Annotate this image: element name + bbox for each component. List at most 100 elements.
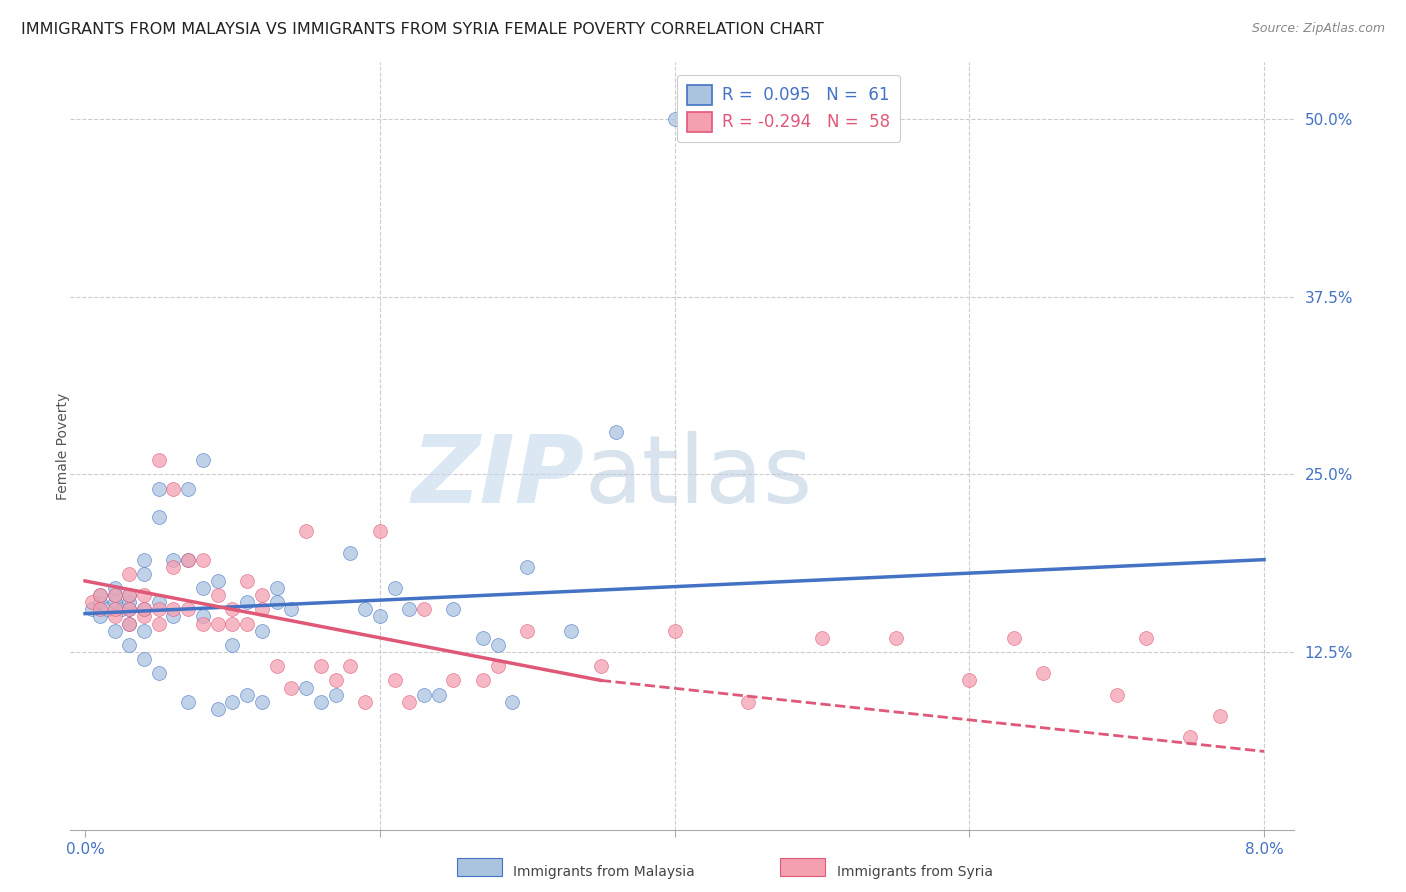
Point [207, 588, 229, 602]
Point [427, 688, 450, 702]
Point [162, 609, 184, 624]
Point [177, 552, 200, 566]
Point [162, 602, 184, 616]
Point [177, 552, 200, 566]
Point [89, 602, 111, 616]
Point [295, 681, 318, 695]
Point [368, 609, 391, 624]
Point [89, 588, 111, 602]
Point [118, 602, 141, 616]
Text: IMMIGRANTS FROM MALAYSIA VS IMMIGRANTS FROM SYRIA FEMALE POVERTY CORRELATION CHA: IMMIGRANTS FROM MALAYSIA VS IMMIGRANTS F… [21, 22, 824, 37]
Point [221, 695, 243, 709]
Point [89, 609, 111, 624]
Point [221, 638, 243, 652]
Point [516, 559, 538, 574]
Point [1032, 666, 1054, 681]
Point [443, 602, 465, 616]
Point [162, 482, 184, 496]
Point [103, 602, 125, 616]
Point [236, 688, 259, 702]
Point [516, 624, 538, 638]
Point [148, 482, 170, 496]
Point [82, 602, 104, 616]
Point [737, 695, 759, 709]
Point [103, 624, 125, 638]
Point [82, 595, 104, 609]
Text: ZIP: ZIP [411, 431, 583, 523]
Point [1002, 631, 1025, 645]
Point [486, 638, 509, 652]
Point [236, 574, 259, 588]
Point [118, 595, 141, 609]
Point [295, 524, 318, 539]
Point [132, 624, 155, 638]
Point [103, 609, 125, 624]
Point [1180, 730, 1202, 744]
Point [236, 616, 259, 631]
Point [103, 588, 125, 602]
Point [89, 588, 111, 602]
Point [384, 673, 406, 688]
Point [309, 659, 332, 673]
Point [162, 552, 184, 566]
Point [471, 673, 494, 688]
Point [280, 681, 302, 695]
Text: Immigrants from Syria: Immigrants from Syria [837, 865, 993, 880]
Point [89, 595, 111, 609]
Point [325, 673, 347, 688]
Point [191, 581, 214, 595]
Point [132, 602, 155, 616]
Point [221, 602, 243, 616]
Point [811, 631, 834, 645]
Point [443, 673, 465, 688]
Legend: R =  0.095   N =  61, R = -0.294   N =  58: R = 0.095 N = 61, R = -0.294 N = 58 [676, 75, 900, 142]
Point [605, 425, 627, 439]
Point [384, 581, 406, 595]
Point [664, 624, 686, 638]
Point [339, 545, 361, 559]
Point [236, 595, 259, 609]
Point [368, 524, 391, 539]
Point [191, 616, 214, 631]
Point [589, 659, 612, 673]
Point [118, 602, 141, 616]
Point [118, 616, 141, 631]
Point [250, 602, 273, 616]
Point [398, 695, 420, 709]
Point [1105, 688, 1128, 702]
Point [250, 695, 273, 709]
Point [207, 616, 229, 631]
Point [471, 631, 494, 645]
Point [1135, 631, 1157, 645]
Point [132, 588, 155, 602]
Point [664, 112, 686, 127]
Point [111, 602, 134, 616]
Point [501, 695, 523, 709]
Point [148, 666, 170, 681]
Text: Immigrants from Malaysia: Immigrants from Malaysia [513, 865, 695, 880]
Point [162, 559, 184, 574]
Point [266, 581, 288, 595]
Point [221, 616, 243, 631]
Point [177, 695, 200, 709]
Point [132, 552, 155, 566]
Point [325, 688, 347, 702]
Point [413, 602, 436, 616]
Point [339, 659, 361, 673]
Point [486, 659, 509, 673]
Point [266, 659, 288, 673]
Point [413, 688, 436, 702]
Point [103, 588, 125, 602]
Point [250, 588, 273, 602]
Text: Source: ZipAtlas.com: Source: ZipAtlas.com [1251, 22, 1385, 36]
Point [207, 702, 229, 716]
Text: atlas: atlas [583, 431, 813, 523]
Point [207, 574, 229, 588]
Point [118, 638, 141, 652]
Point [132, 566, 155, 581]
Point [132, 609, 155, 624]
Point [177, 602, 200, 616]
Point [398, 602, 420, 616]
Point [560, 624, 582, 638]
Point [118, 616, 141, 631]
